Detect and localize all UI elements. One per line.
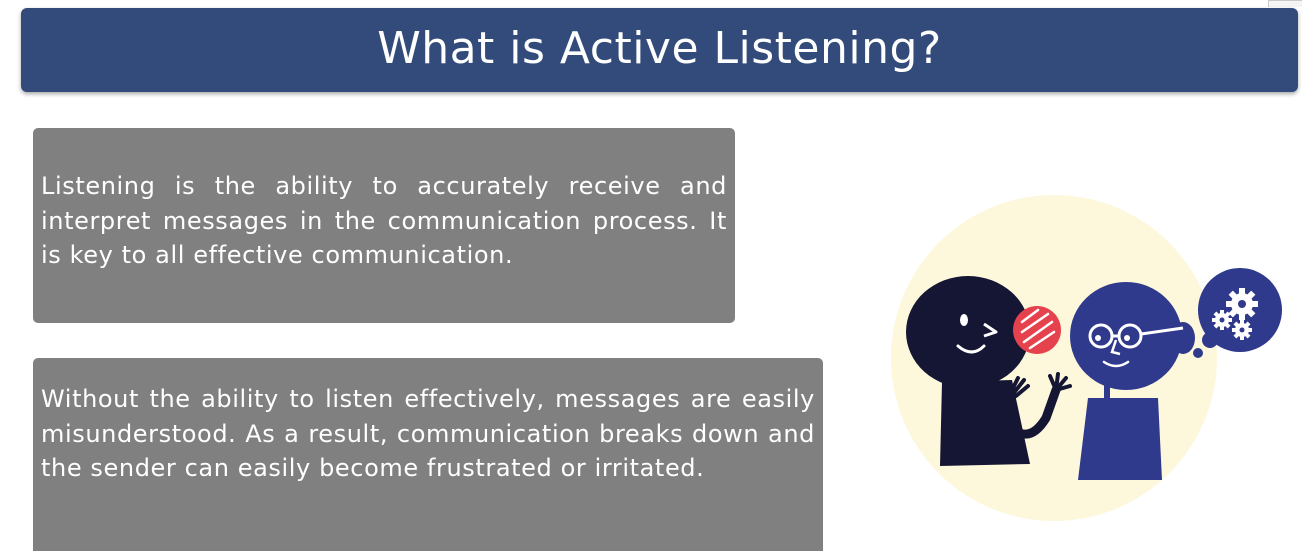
corner-mark bbox=[1268, 0, 1302, 7]
definition-text: Listening is the ability to accurately r… bbox=[41, 172, 727, 269]
speaker-figure bbox=[906, 276, 1072, 466]
gears-icon bbox=[1212, 288, 1258, 340]
consequence-box: Without the ability to listen effectivel… bbox=[33, 358, 823, 551]
active-listening-illustration bbox=[891, 195, 1282, 521]
title-bar: What is Active Listening? bbox=[21, 8, 1298, 92]
consequence-text: Without the ability to listen effectivel… bbox=[41, 385, 815, 482]
slide-title: What is Active Listening? bbox=[377, 22, 942, 74]
speech-bubble-icon bbox=[1013, 306, 1061, 354]
definition-box: Listening is the ability to accurately r… bbox=[33, 128, 735, 323]
listener-figure bbox=[1070, 282, 1195, 480]
